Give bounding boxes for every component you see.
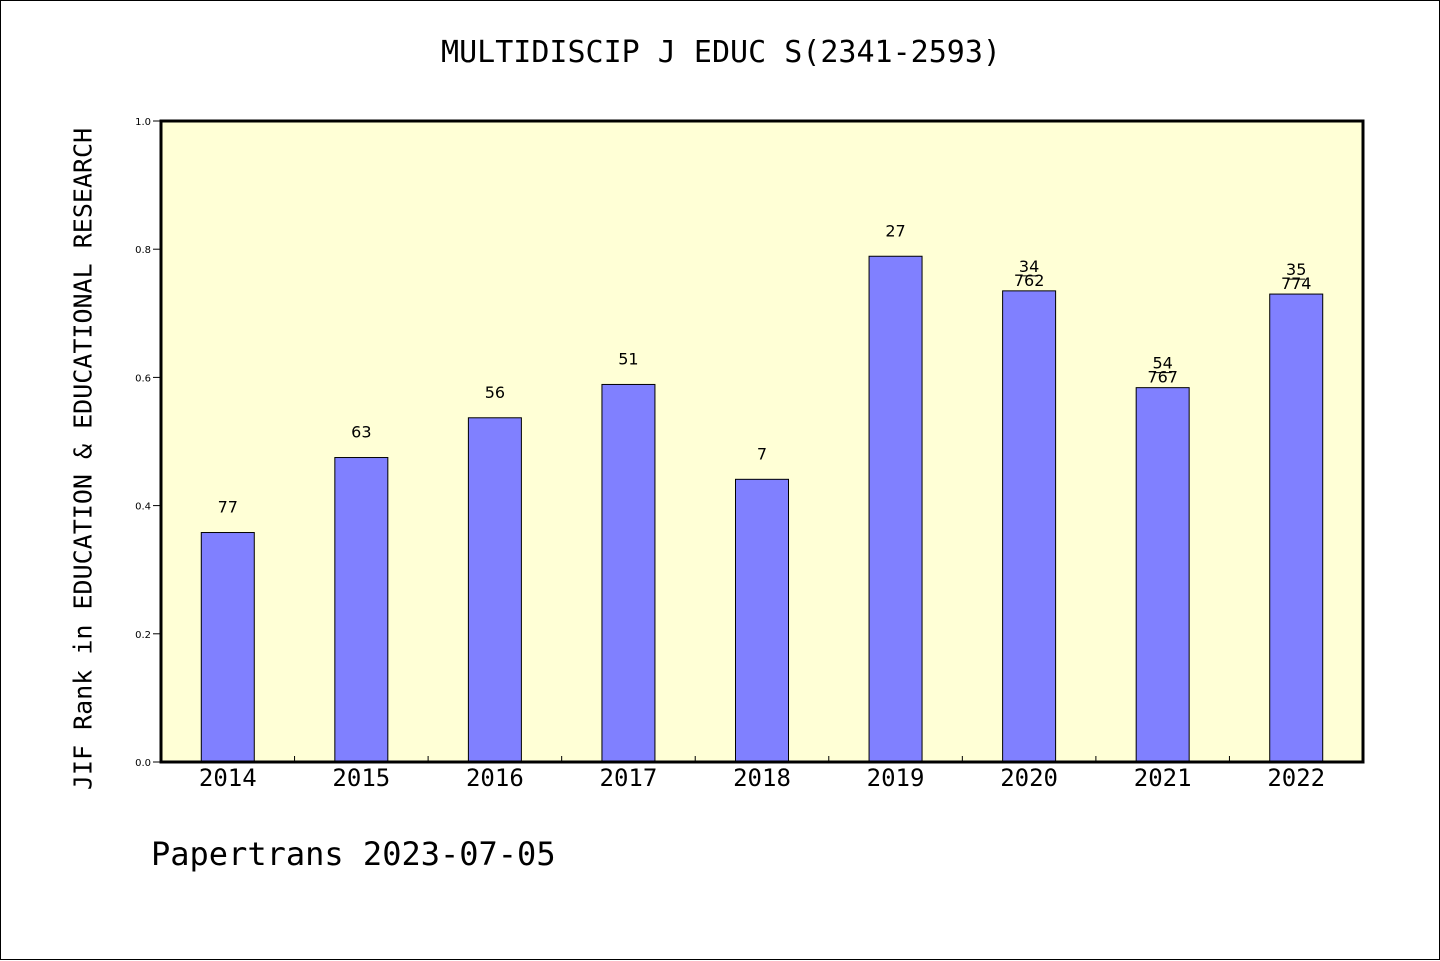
x-tick-label: 2016: [466, 764, 524, 792]
y-tick-label: 0.6: [135, 373, 151, 384]
x-tick-label: 2021: [1134, 764, 1192, 792]
chart-title: MULTIDISCIP J EDUC S(2341-2593): [441, 35, 1001, 70]
y-tick-label: 0.8: [135, 245, 151, 256]
bar: [601, 383, 656, 763]
bar: [1002, 290, 1057, 763]
bar-data-label: 767: [1147, 368, 1178, 387]
x-tick-label: 2017: [600, 764, 658, 792]
y-tick-label: 0.0: [135, 758, 151, 769]
bar-data-label: 27: [885, 221, 905, 240]
bar-data-label: 56: [485, 383, 505, 402]
y-tick-label: 0.4: [135, 502, 151, 513]
x-tick-label: 2019: [867, 764, 925, 792]
x-tick-label: 2022: [1267, 764, 1325, 792]
x-tick-label: 2020: [1000, 764, 1058, 792]
plot-border: [159, 119, 1365, 764]
bar-data-label: 77: [218, 498, 238, 517]
bar-data-label: 34: [1019, 257, 1039, 276]
x-tick-label: 2015: [332, 764, 390, 792]
bar-data-label: 54: [1152, 354, 1172, 373]
bar: [868, 255, 923, 763]
x-tick-label: 2014: [199, 764, 257, 792]
bar-data-label: 762: [1014, 271, 1045, 290]
bar-data-label: 63: [351, 423, 371, 442]
x-tick-label: 2018: [733, 764, 791, 792]
bar: [467, 417, 522, 763]
bar: [200, 532, 255, 763]
bar: [735, 478, 789, 763]
y-tick-label: 1.0: [135, 117, 151, 128]
bar: [1135, 387, 1190, 763]
bar-data-label: 35: [1286, 260, 1306, 279]
bar: [1269, 293, 1324, 763]
bar-data-label: 51: [618, 349, 638, 368]
bar-data-label: 7: [757, 444, 767, 463]
bar: [334, 457, 389, 763]
y-tick-label: 0.2: [135, 630, 151, 641]
bar-data-label: 774: [1281, 274, 1312, 293]
footer-credit: Papertrans 2023-07-05: [151, 835, 556, 873]
